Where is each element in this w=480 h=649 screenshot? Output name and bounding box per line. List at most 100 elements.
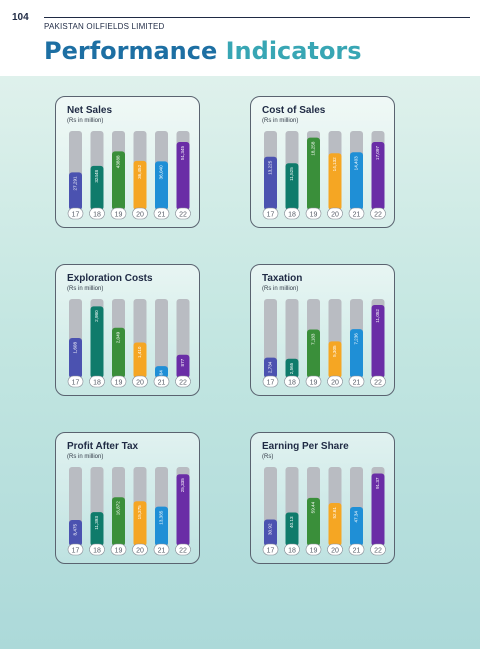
year-tick-label: 17 <box>72 380 80 387</box>
bar-value-label: 7,236 <box>354 333 359 345</box>
page-title: Performance Indicators <box>44 36 362 66</box>
bar-value-label: 11,525 <box>289 167 294 181</box>
year-pill <box>348 543 365 556</box>
bar-value-label: 15,375 <box>137 505 142 519</box>
bar-value-label: 8,475 <box>73 524 78 536</box>
chart-subtitle: (Rs in million) <box>67 454 104 460</box>
year-tick-label: 17 <box>267 212 275 219</box>
bar <box>307 329 320 378</box>
bar-value-label: 384 <box>159 370 164 378</box>
year-pill <box>110 543 127 556</box>
bar <box>176 354 190 378</box>
year-tick-label: 18 <box>288 212 296 219</box>
chart-subtitle: (Rs in million) <box>67 118 104 124</box>
year-pill <box>132 543 148 556</box>
chart-title: Net Sales <box>67 105 113 116</box>
year-pill <box>262 543 279 556</box>
year-tick-label: 19 <box>115 548 123 555</box>
bar <box>350 152 363 210</box>
year-tick-label: 21 <box>353 548 361 555</box>
year-pill <box>262 207 279 220</box>
bar <box>307 137 320 210</box>
bar-value-label: 7,183 <box>311 333 316 345</box>
bar-value-label: 877 <box>180 358 185 366</box>
header-rule <box>44 17 470 18</box>
bar-value-label: 30.92 <box>268 523 273 535</box>
year-pill <box>175 543 191 556</box>
year-tick-label: 21 <box>158 212 166 219</box>
bar-value-label: 18,258 <box>311 141 316 155</box>
year-pill <box>89 543 105 556</box>
chart-card-exploration-costs: 1,608 17 2,980 18 2,049 19 1,410 20 384 21 877 22 E… <box>55 264 200 396</box>
year-pill <box>67 375 84 388</box>
chart-title: Cost of Sales <box>262 105 326 116</box>
year-tick-label: 22 <box>179 212 187 219</box>
year-tick-label: 19 <box>310 212 318 219</box>
year-tick-label: 20 <box>136 380 144 387</box>
bar <box>112 327 125 378</box>
chart-title: Profit After Tax <box>67 441 139 452</box>
chart-title: Taxation <box>262 273 303 284</box>
bar <box>176 474 190 546</box>
chart-title: Exploration Costs <box>67 273 153 284</box>
year-pill <box>110 207 127 220</box>
bar-value-label: 11,393 <box>94 516 99 530</box>
bar <box>176 141 190 210</box>
bar-chart: 30.92 17 40.13 18 59.44 19 52.61 20 47.34 21 91.37… <box>262 467 386 556</box>
bar <box>285 358 299 378</box>
year-pill <box>370 375 386 388</box>
bar <box>155 366 168 378</box>
bar-value-label: 16,872 <box>116 501 121 515</box>
year-tick-label: 20 <box>331 548 339 555</box>
year-tick-label: 22 <box>374 212 382 219</box>
year-tick-label: 20 <box>136 212 144 219</box>
year-pill <box>370 207 386 220</box>
year-tick-label: 22 <box>374 548 382 555</box>
bar <box>264 357 277 378</box>
bar <box>328 503 342 546</box>
bar <box>155 161 168 210</box>
bar <box>90 165 104 210</box>
bar-value-label: 14,132 <box>332 157 337 171</box>
year-tick-label: 19 <box>115 212 123 219</box>
bar-value-label: 25,335 <box>180 478 185 492</box>
bar-value-label: 2,734 <box>268 361 273 373</box>
year-pill <box>89 375 105 388</box>
bar <box>264 156 277 210</box>
bar <box>350 329 363 378</box>
bar-chart: 13,225 17 11,525 18 18,258 19 14,132 20 14,403 21… <box>262 131 386 220</box>
year-tick-label: 17 <box>72 212 80 219</box>
year-tick-label: 18 <box>93 380 101 387</box>
chart-subtitle: (Rs in million) <box>67 286 104 292</box>
bar-value-label: 14,403 <box>354 156 359 170</box>
bar <box>264 519 277 546</box>
bar <box>133 160 147 210</box>
year-pill <box>327 207 343 220</box>
year-tick-label: 22 <box>179 380 187 387</box>
year-tick-label: 21 <box>158 548 166 555</box>
bar-value-label: 51,345 <box>180 146 185 160</box>
chart-card-profit-after-tax: 8,475 17 11,393 18 16,872 19 15,375 20 13,385 21 2… <box>55 432 200 564</box>
year-tick-label: 18 <box>288 380 296 387</box>
bar-value-label: 27,291 <box>73 176 78 190</box>
bar <box>285 512 299 546</box>
page-number: 104 <box>12 12 29 23</box>
year-tick-label: 19 <box>310 380 318 387</box>
bar <box>285 163 299 210</box>
year-pill <box>305 375 322 388</box>
year-pill <box>370 543 386 556</box>
bar-value-label: 2,049 <box>116 331 121 343</box>
bar-track <box>155 299 168 378</box>
year-pill <box>67 543 84 556</box>
year-pill <box>305 543 322 556</box>
bar-value-label: 52.61 <box>332 507 337 519</box>
bar-value-label: 43888 <box>116 155 121 168</box>
bar <box>112 151 125 210</box>
bar <box>133 501 147 546</box>
bar-value-label: 13,385 <box>159 510 164 524</box>
year-pill <box>327 375 343 388</box>
year-tick-label: 17 <box>267 548 275 555</box>
bar-value-label: 36,040 <box>159 165 164 179</box>
year-tick-label: 20 <box>331 212 339 219</box>
chart-card-taxation: 2,734 17 2,565 18 7,183 19 5,305 20 7,236 21 11,05… <box>250 264 395 396</box>
